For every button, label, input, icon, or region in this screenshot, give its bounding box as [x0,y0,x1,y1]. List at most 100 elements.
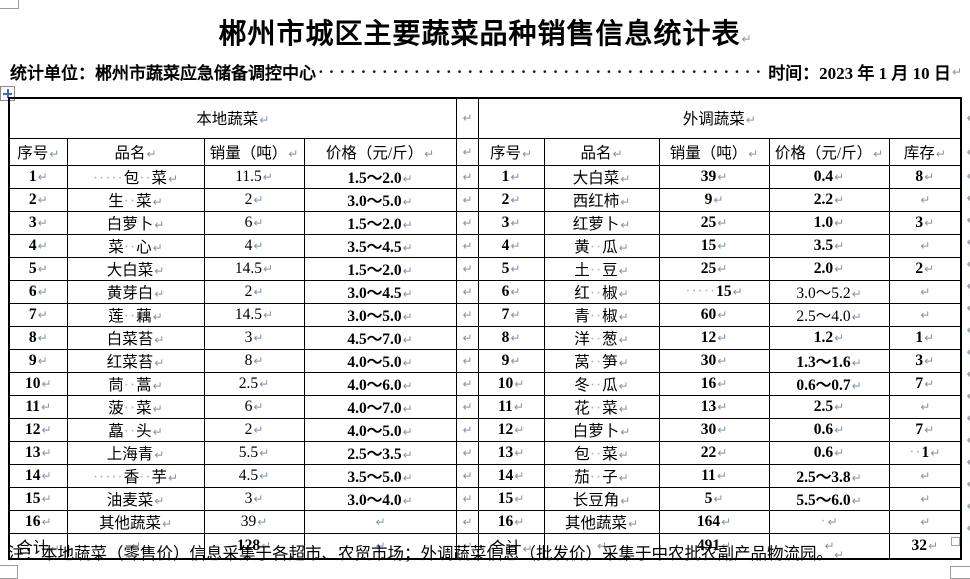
ext-row-qty[interactable]: 25↵ [658,210,770,235]
ext-row-stock[interactable]: 1↵ [888,325,962,350]
ext-row-stock[interactable]: 7↵ [888,371,962,396]
footnote[interactable]: 注：本地蔬菜（零售价）信息采集于各超市、农贸市场；外调蔬菜信息（批发价）采集于中… [8,540,964,564]
local-row-price[interactable]: 4.0～6.0↵ [303,371,457,396]
ext-row-qty[interactable]: 39↵ [658,164,770,189]
local-row-no[interactable]: 8↵ [8,325,68,350]
header-ext-qty[interactable]: 销量（吨）↵ [658,137,770,166]
ext-row-no[interactable]: 6↵ [477,279,545,304]
local-table-title[interactable]: 本地蔬菜↵ [8,97,457,139]
local-row-no[interactable]: 3↵ [8,210,68,235]
ext-total-name[interactable]: ↵ [543,532,660,559]
local-row-no[interactable]: 12↵ [8,417,68,442]
local-row-qty[interactable]: 4.5↵ [203,463,305,488]
ext-row-name[interactable]: 花··菜↵ [543,394,660,419]
local-total-price[interactable]: ↵ [303,532,457,559]
ext-row-name[interactable]: 莴··笋↵ [543,348,660,373]
ext-total-stock[interactable]: 32↵ [888,532,962,559]
separator-cell[interactable]: ↵ [455,302,479,327]
ext-row-no[interactable]: 9↵ [477,348,545,373]
ext-row-name[interactable]: 茄··子↵ [543,463,660,488]
separator-cell[interactable]: ↵ [455,371,479,396]
local-row-name[interactable]: 白菜苔↵ [66,325,205,350]
ext-row-no[interactable]: 4↵ [477,233,545,258]
header-ext-name[interactable]: 品名↵ [543,137,660,166]
header-local-no[interactable]: 序号↵ [8,137,68,166]
ext-row-no[interactable]: 14↵ [477,463,545,488]
local-row-qty[interactable]: 6↵ [203,210,305,235]
local-row-qty[interactable]: 2↵ [203,187,305,212]
ext-row-stock[interactable]: 2↵ [888,256,962,281]
separator-cell[interactable]: ↵ [455,187,479,212]
ext-row-name[interactable]: 长豆角↵ [543,486,660,511]
ext-row-no[interactable]: 10↵ [477,371,545,396]
ext-row-qty[interactable]: 11↵ [658,463,770,488]
local-row-no[interactable]: 6↵ [8,279,68,304]
ext-row-no[interactable]: 11↵ [477,394,545,419]
ext-row-no[interactable]: 8↵ [477,325,545,350]
local-row-price[interactable]: 1.5～2.0↵ [303,210,457,235]
separator-cell[interactable]: ↵ [455,233,479,258]
separator-cell[interactable]: ↵ [455,348,479,373]
local-row-price[interactable]: 3.0～5.0↵ [303,187,457,212]
local-row-qty[interactable]: 11.5↵ [203,164,305,189]
ext-row-price[interactable]: 2.0↵ [768,256,890,281]
ext-row-name[interactable]: 黄··瓜↵ [543,233,660,258]
ext-row-qty[interactable]: 5↵ [658,486,770,511]
local-row-price[interactable]: ↵ [303,509,457,534]
ext-row-no[interactable]: 16↵ [477,509,545,534]
ext-row-price[interactable]: 2.5↵ [768,394,890,419]
ext-row-no[interactable]: 13↵ [477,440,545,465]
local-row-price[interactable]: 3.5～4.5↵ [303,233,457,258]
ext-row-qty[interactable]: 16↵ [658,371,770,396]
header-local-price[interactable]: 价格（元/斤）↵ [303,137,457,166]
ext-row-name[interactable]: 红··椒↵ [543,279,660,304]
ext-row-qty[interactable]: 15↵ [658,233,770,258]
ext-row-price[interactable]: 0.4↵ [768,164,890,189]
local-row-price[interactable]: 3.0～5.0↵ [303,302,457,327]
local-row-name[interactable]: 生··菜↵ [66,187,205,212]
local-row-price[interactable]: 3.5～5.0↵ [303,463,457,488]
ext-row-price[interactable]: 2.5～3.8↵ [768,463,890,488]
ext-row-name[interactable]: 大白菜↵ [543,164,660,189]
header-ext-stock[interactable]: 库存↵ [888,137,962,166]
ext-row-price[interactable]: 3.0～5.2↵ [768,279,890,304]
ext-row-price[interactable]: 1.2↵ [768,325,890,350]
separator-cell[interactable]: ↵ [455,256,479,281]
ext-row-qty[interactable]: 25↵ [658,256,770,281]
ext-row-price[interactable]: ·↵ [768,509,890,534]
separator-cell[interactable]: ↵ [455,164,479,189]
local-row-qty[interactable]: 2↵ [203,279,305,304]
local-row-name[interactable]: 菠··菜↵ [66,394,205,419]
ext-row-price[interactable]: 0.6↵ [768,440,890,465]
local-row-no[interactable]: 16↵ [8,509,68,534]
ext-row-name[interactable]: 白萝卜↵ [543,417,660,442]
local-row-price[interactable]: 2.5～3.5↵ [303,440,457,465]
local-row-no[interactable]: 5↵ [8,256,68,281]
separator-cell[interactable]: ↵ [455,509,479,534]
ext-row-name[interactable]: 青··椒↵ [543,302,660,327]
ext-total-price[interactable]: ↵ [768,532,890,559]
ext-row-no[interactable]: 2↵ [477,187,545,212]
ext-row-qty[interactable]: 13↵ [658,394,770,419]
external-table-title[interactable]: 外调蔬菜↵ [477,97,962,139]
local-row-price[interactable]: 4.0～7.0↵ [303,394,457,419]
ext-row-qty[interactable]: 22↵ [658,440,770,465]
local-row-name[interactable]: 上海青↵ [66,440,205,465]
separator-cell[interactable]: ↵ [455,463,479,488]
ext-row-name[interactable]: 土··豆↵ [543,256,660,281]
ext-row-no[interactable]: 15↵ [477,486,545,511]
local-row-qty[interactable]: 3↵ [203,325,305,350]
ext-row-qty[interactable]: 9↵ [658,187,770,212]
local-row-price[interactable]: 3.0～4.5↵ [303,279,457,304]
local-row-qty[interactable]: 2↵ [203,417,305,442]
separator-cell[interactable]: ↵ [455,279,479,304]
ext-row-no[interactable]: 12↵ [477,417,545,442]
statistics-unit-line[interactable]: 统计单位：郴州市蔬菜应急储备调控中心 ·····················… [10,59,962,84]
ext-row-qty[interactable]: 164↵ [658,509,770,534]
ext-row-stock[interactable]: ↵ [888,486,962,511]
local-row-name[interactable]: 油麦菜↵ [66,486,205,511]
local-row-no[interactable]: 4↵ [8,233,68,258]
ext-row-name[interactable]: 包··菜↵ [543,440,660,465]
ext-row-stock[interactable]: ↵ [888,394,962,419]
local-row-qty[interactable]: 4↵ [203,233,305,258]
